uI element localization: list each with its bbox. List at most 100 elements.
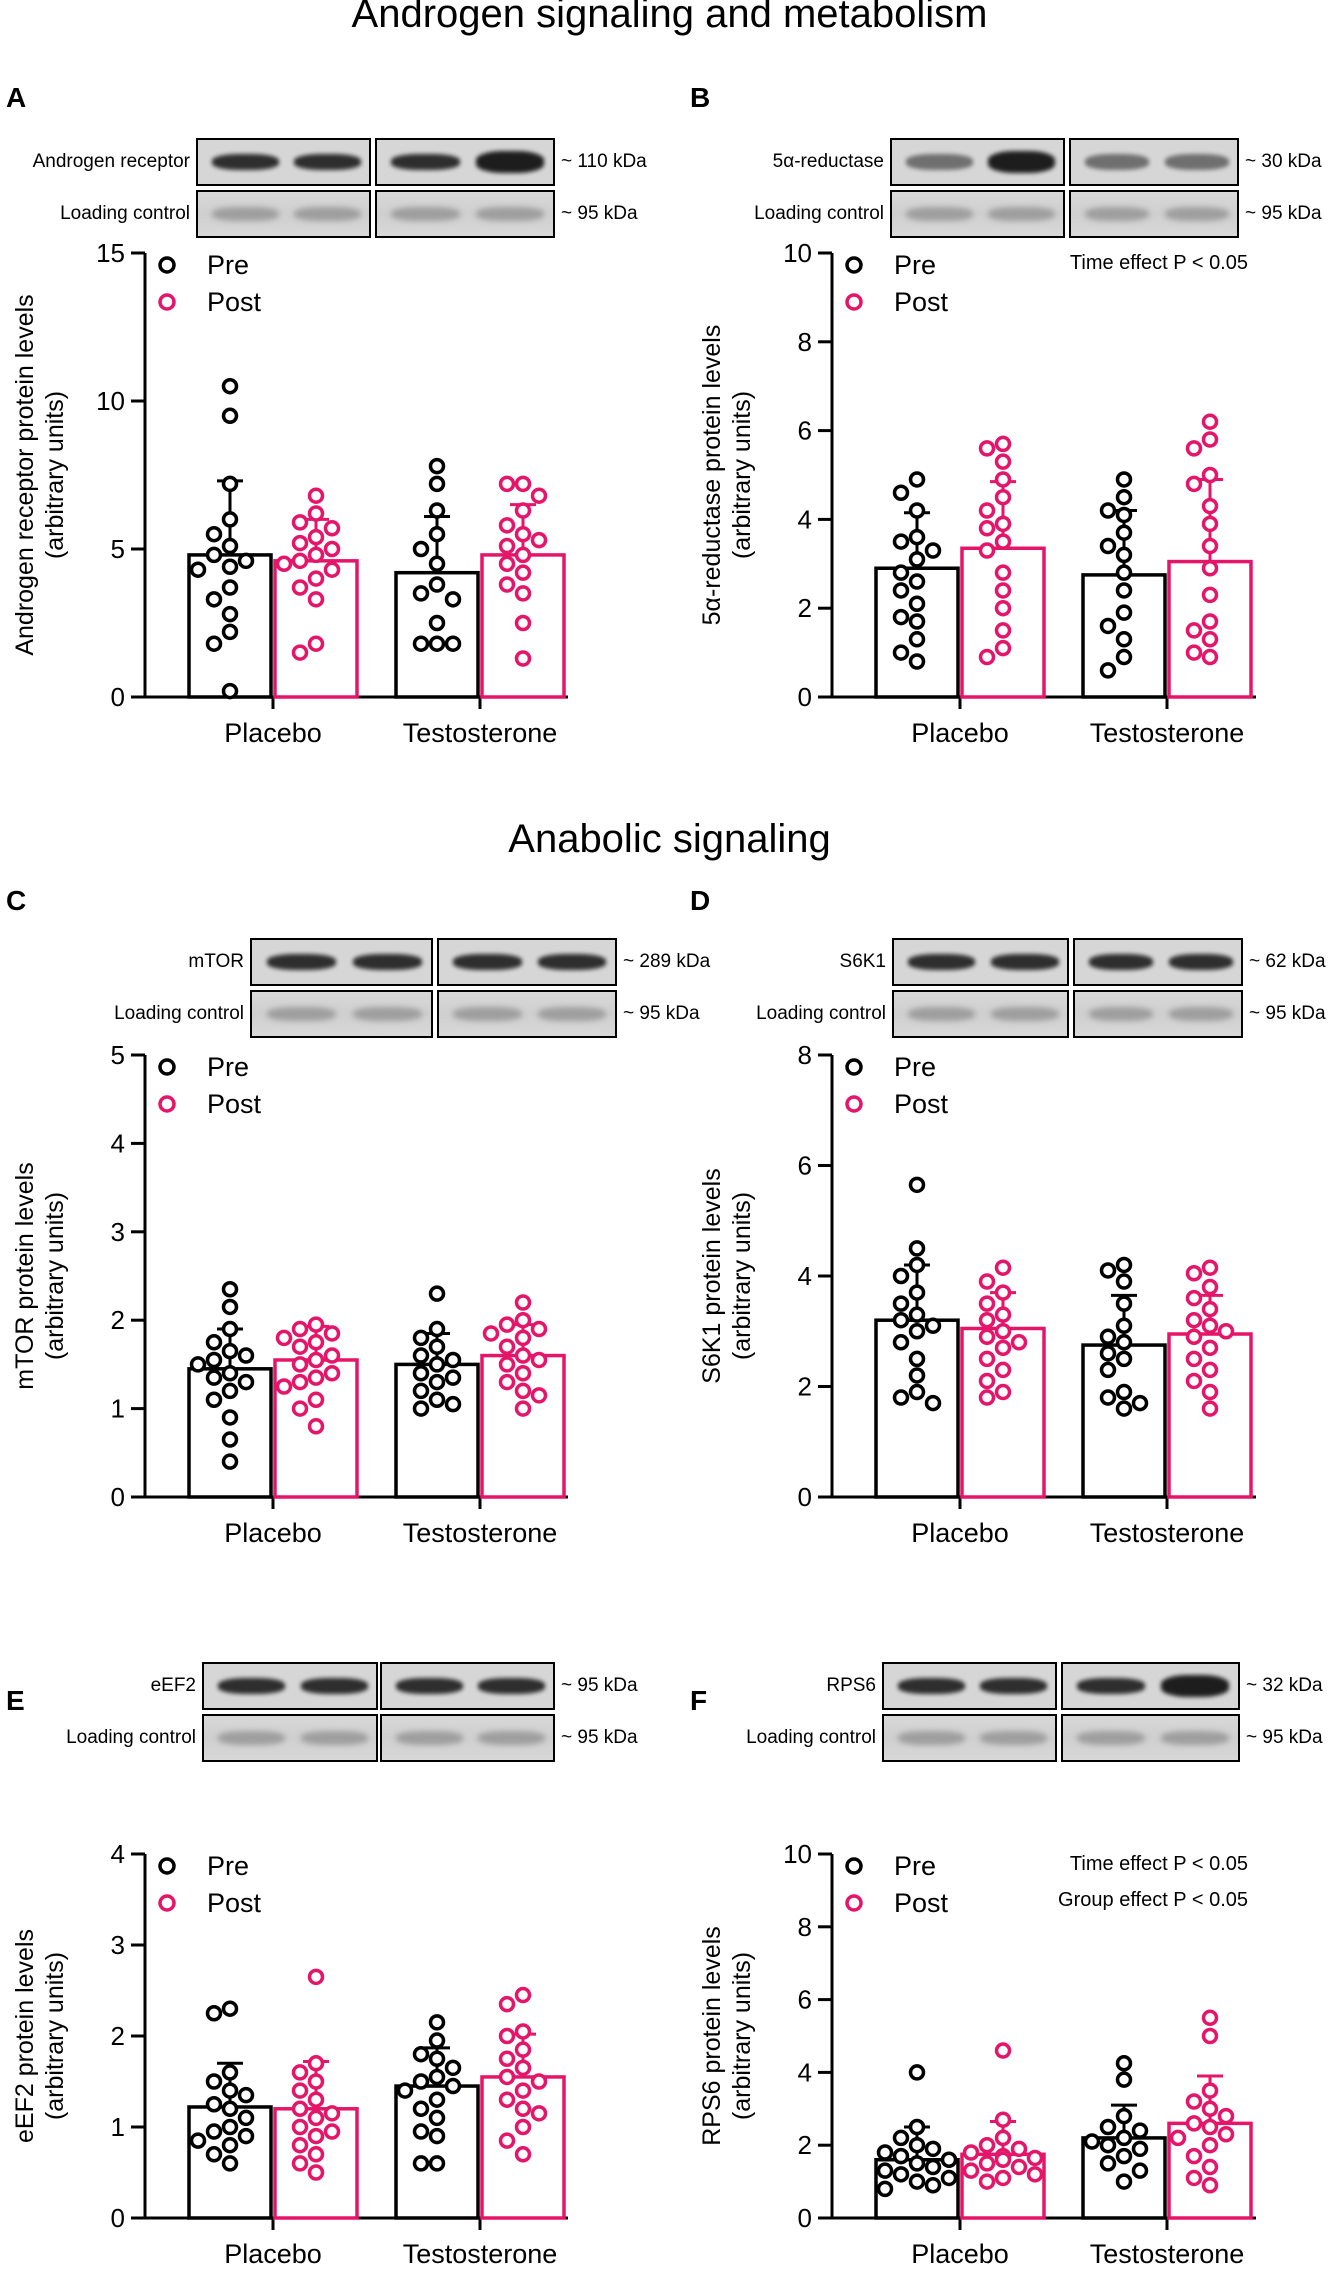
post-data-point	[1201, 1361, 1219, 1379]
post-data-point	[1201, 2100, 1219, 2118]
post-data-point	[1201, 2027, 1219, 2045]
blot-image	[196, 190, 371, 238]
post-data-point	[994, 2129, 1012, 2147]
pre-data-point	[221, 1320, 239, 1338]
legend-label-post: Post	[207, 1888, 262, 1918]
post-data-point	[1185, 1328, 1203, 1346]
post-data-point	[323, 1347, 341, 1364]
pre-data-point	[428, 614, 446, 632]
blot-label: Loading control	[754, 203, 884, 224]
pre-data-point	[221, 2082, 239, 2099]
pre-data-point	[412, 2073, 430, 2090]
post-data-point	[978, 542, 996, 559]
post-data-point	[978, 1295, 996, 1312]
post-data-point	[994, 2169, 1012, 2187]
post-data-point	[307, 570, 325, 587]
legend-marker-pre	[158, 256, 176, 274]
pre-bar	[874, 1318, 960, 1499]
blot-band	[1084, 154, 1150, 170]
blot-size-label: ~ 95 kDa	[561, 203, 638, 224]
y-tick-label: 15	[96, 238, 125, 268]
blot-band	[1164, 207, 1230, 221]
pre-data-point	[908, 1306, 926, 1323]
blot-band	[906, 207, 973, 221]
pre-data-point	[205, 2146, 223, 2163]
pre-data-point	[908, 2136, 926, 2154]
panel-letter-f: F	[690, 1685, 708, 1716]
y-tick-label: 10	[783, 238, 812, 268]
pre-data-point	[237, 1373, 255, 1391]
pre-data-point	[876, 2180, 894, 2198]
western-blot-protein: mTOR ~ 289 kDa	[188, 938, 710, 986]
pre-data-point	[908, 2064, 926, 2081]
post-data-point	[1185, 2147, 1203, 2165]
post-data-point	[307, 2164, 325, 2181]
pre-data-point	[1099, 2136, 1117, 2154]
post-data-point	[291, 2118, 309, 2136]
blot-band	[1168, 1007, 1234, 1021]
x-tick-label: Testosterone	[1090, 2239, 1245, 2269]
pre-data-point	[892, 1389, 910, 1406]
post-data-point	[1201, 648, 1219, 666]
pre-data-point	[205, 635, 223, 652]
post-data-point	[1010, 2158, 1028, 2176]
pre-data-point	[412, 2123, 430, 2140]
y-tick-label: 3	[111, 1217, 125, 1247]
pre-data-point	[189, 1356, 207, 1373]
pre-data-point	[1083, 2133, 1101, 2150]
pre-data-point	[237, 552, 255, 570]
pre-data-point	[1099, 662, 1117, 679]
blot-image	[202, 1662, 378, 1710]
blot-band	[396, 1731, 463, 1745]
pre-data-point	[940, 2151, 958, 2169]
y-tick-label: 4	[798, 504, 812, 534]
post-data-point	[994, 1383, 1012, 1401]
post-data-point	[1201, 1259, 1219, 1276]
post-data-point	[1201, 413, 1219, 430]
blot-image	[1061, 1714, 1240, 1762]
western-blot-loading-control: Loading control ~ 95 kDa	[756, 990, 1326, 1038]
pre-data-point	[237, 2109, 255, 2127]
blot-band	[391, 207, 460, 221]
western-blot-loading-control: Loading control ~ 95 kDa	[60, 190, 638, 238]
panel-letter-c: C	[6, 885, 27, 916]
blot-label: mTOR	[188, 951, 244, 972]
post-data-point	[962, 2144, 980, 2161]
pre-data-point	[412, 1329, 430, 1347]
blot-image	[890, 190, 1065, 238]
pre-data-point	[892, 484, 910, 502]
pre-data-point	[908, 1367, 926, 1384]
legend-label-pre: Pre	[207, 1052, 249, 1082]
western-blot-loading-control: Loading control ~ 95 kDa	[114, 990, 700, 1038]
post-data-point	[1201, 1317, 1219, 1334]
post-data-point	[307, 1316, 325, 1333]
pre-data-point	[1115, 1334, 1133, 1351]
post-data-point	[498, 2091, 516, 2108]
blot-band	[396, 1678, 463, 1694]
post-data-point	[307, 505, 325, 522]
blot-band	[1164, 154, 1230, 170]
pre-data-point	[1115, 2055, 1133, 2072]
post-data-point	[307, 1418, 325, 1435]
panel-letter-e: E	[6, 1685, 25, 1716]
pre-data-point	[892, 1334, 910, 1351]
legend-label-pre: Pre	[894, 1052, 936, 1082]
pre-data-point	[428, 2014, 446, 2031]
pre-data-point	[428, 1356, 446, 1373]
post-data-point	[498, 1356, 516, 1373]
post-data-point	[498, 2132, 516, 2149]
post-data-point	[1185, 2169, 1203, 2187]
y-axis-label: Androgen receptor protein levels(arbitra…	[11, 294, 69, 655]
pre-data-point	[444, 1369, 462, 1386]
pre-data-point	[908, 2118, 926, 2136]
western-blot-protein: S6K1 ~ 62 kDa	[840, 938, 1326, 986]
pre-data-point	[205, 1391, 223, 1409]
post-data-point	[514, 2100, 532, 2118]
pre-data-point	[205, 591, 223, 608]
pre-data-point	[428, 1391, 446, 1409]
pre-data-point	[428, 1373, 446, 1391]
post-data-point	[498, 555, 516, 573]
pre-data-point	[908, 1240, 926, 1257]
pre-data-point	[444, 1395, 462, 1413]
y-tick-label: 2	[111, 1305, 125, 1335]
